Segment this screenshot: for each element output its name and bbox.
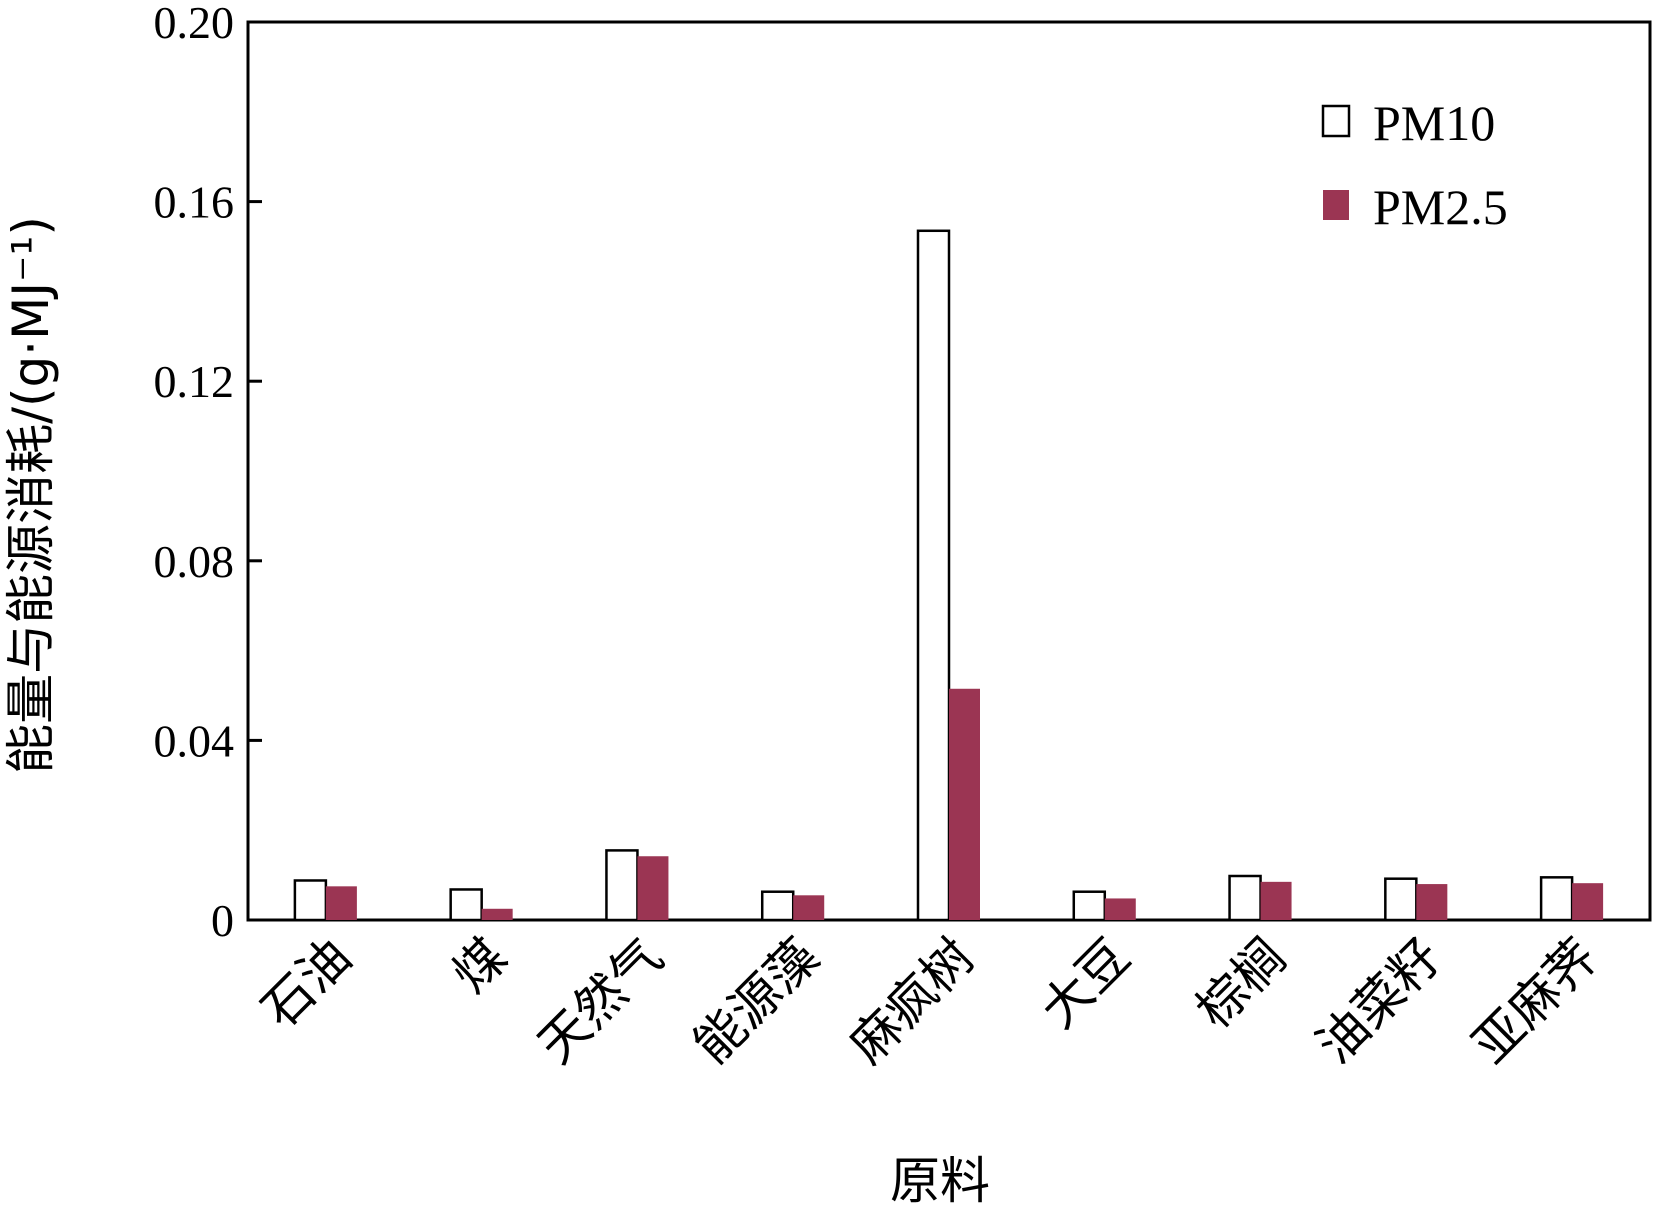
x-category-label: 煤: [442, 927, 518, 1003]
x-category-label: 麻疯树: [838, 927, 985, 1074]
x-axis-title: 原料: [890, 1152, 990, 1210]
bar-pm10-4: [916, 229, 951, 922]
bar-pm25-3: [793, 895, 825, 920]
x-category-label: 石油: [251, 927, 363, 1039]
bar-pm10-8: [1539, 876, 1574, 922]
y-tick-label: 0.04: [154, 715, 235, 766]
x-axis-category-labels: 石油 煤天然气 能源藻 麻疯树 大豆 棕榈 油菜籽 亚麻荠: [251, 927, 1609, 1074]
bar-pm10-2: [605, 849, 639, 922]
x-category-label: 大豆: [1030, 927, 1142, 1039]
bar-pm25-7: [1416, 884, 1448, 920]
legend-label-1: PM2.5: [1373, 179, 1508, 235]
legend-swatch-1: [1323, 190, 1349, 220]
y-axis-ticks: 0 0.04 0.08 0.12 0.16 0.20: [154, 0, 262, 946]
bar-pm10-3: [760, 890, 795, 922]
x-category-label: 天然气: [527, 927, 674, 1074]
y-tick-label: 0: [211, 895, 234, 946]
bar-pm25-5: [1104, 898, 1136, 920]
legend-swatch-0: [1321, 104, 1351, 138]
bar-pm10-1: [449, 888, 483, 922]
bar-pm25-6: [1260, 881, 1292, 920]
bar-pm25-1: [481, 908, 513, 920]
bar-pm10-0: [293, 879, 328, 922]
y-tick-label: 0.16: [154, 177, 235, 228]
bar-pm25-4: [949, 688, 980, 920]
x-category-label: 油菜籽: [1306, 927, 1453, 1074]
bar-pm10-5: [1072, 890, 1107, 922]
bar-pm25-8: [1572, 883, 1604, 920]
legend: PM10 PM2.5: [1321, 95, 1508, 235]
y-tick-label: 0.08: [154, 536, 235, 587]
bar-pm10-6: [1228, 874, 1262, 922]
bar-pm25-0: [325, 886, 357, 920]
y-axis-title: 能量与能源消耗/(g·MJ⁻¹): [2, 216, 60, 774]
y-tick-label: 0.20: [154, 0, 235, 48]
bars: [293, 229, 1604, 922]
x-category-label: 棕榈: [1185, 927, 1297, 1039]
y-tick-label: 0.12: [154, 356, 235, 407]
legend-label-0: PM10: [1373, 95, 1495, 151]
x-category-label: 能源藻: [683, 927, 830, 1074]
bar-pm10-7: [1384, 877, 1418, 922]
x-category-label: 亚麻荠: [1462, 927, 1609, 1074]
bar-pm25-2: [637, 856, 669, 920]
